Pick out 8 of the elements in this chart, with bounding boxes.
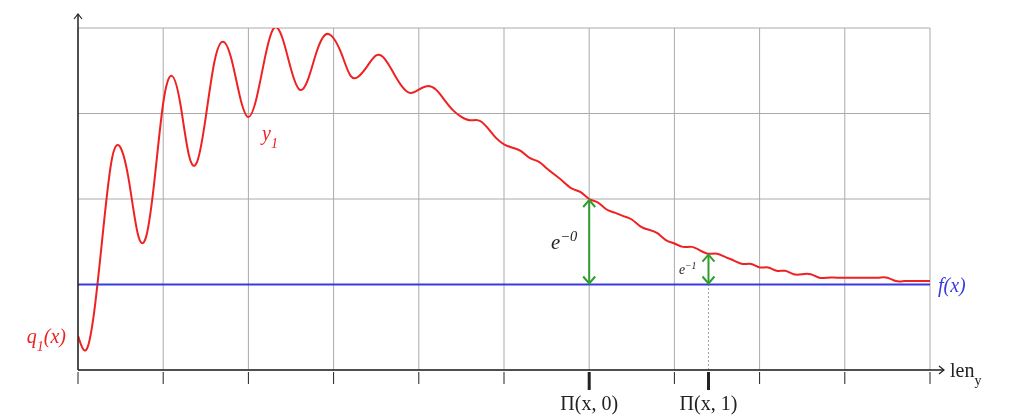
x-tick-label: Π(x, 0) <box>560 392 619 415</box>
x-tick-label: Π(x, 1) <box>679 392 738 415</box>
text: q$_{1}$(x) <box>26 324 67 354</box>
annotation: e$^{−0}$ <box>551 227 578 253</box>
series-label: y$_{1}$ <box>260 122 278 151</box>
annotation: e$^{−1}$ <box>678 259 697 277</box>
x-axis-title: len$_{y}$ <box>950 359 982 388</box>
series-label: f(x) <box>938 273 967 297</box>
